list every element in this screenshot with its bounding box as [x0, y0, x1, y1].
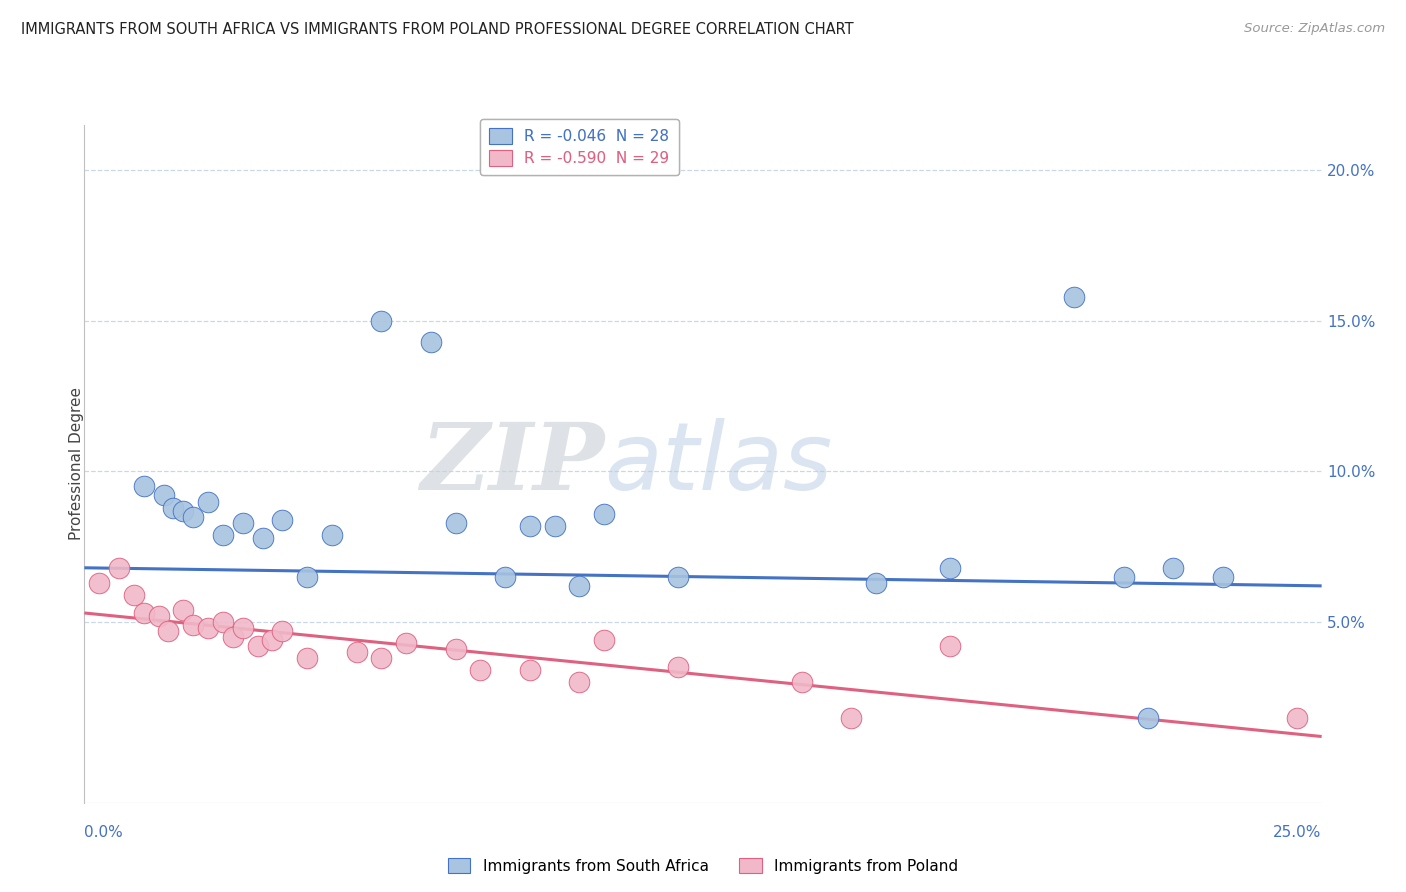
- Point: [395, 636, 418, 650]
- Point: [543, 518, 565, 533]
- Point: [132, 606, 155, 620]
- Point: [271, 512, 294, 526]
- Point: [939, 639, 962, 653]
- Point: [162, 500, 184, 515]
- Point: [172, 503, 194, 517]
- Text: 0.0%: 0.0%: [84, 825, 124, 840]
- Text: ZIP: ZIP: [420, 419, 605, 508]
- Point: [108, 561, 131, 575]
- Point: [197, 621, 219, 635]
- Point: [666, 660, 689, 674]
- Point: [132, 479, 155, 493]
- Point: [271, 624, 294, 638]
- Point: [568, 675, 591, 690]
- Point: [157, 624, 180, 638]
- Point: [181, 618, 204, 632]
- Point: [1285, 711, 1308, 725]
- Point: [152, 488, 174, 502]
- Y-axis label: Professional Degree: Professional Degree: [69, 387, 83, 541]
- Point: [470, 663, 492, 677]
- Point: [370, 314, 392, 328]
- Point: [419, 334, 441, 349]
- Point: [1161, 561, 1184, 575]
- Point: [939, 561, 962, 575]
- Legend: Immigrants from South Africa, Immigrants from Poland: Immigrants from South Africa, Immigrants…: [441, 852, 965, 880]
- Point: [865, 575, 887, 590]
- Point: [232, 516, 254, 530]
- Point: [246, 639, 269, 653]
- Point: [181, 509, 204, 524]
- Text: IMMIGRANTS FROM SOUTH AFRICA VS IMMIGRANTS FROM POLAND PROFESSIONAL DEGREE CORRE: IMMIGRANTS FROM SOUTH AFRICA VS IMMIGRAN…: [21, 22, 853, 37]
- Point: [222, 630, 245, 644]
- Point: [295, 651, 318, 665]
- Point: [444, 516, 467, 530]
- Point: [519, 518, 541, 533]
- Point: [841, 711, 863, 725]
- Point: [252, 531, 274, 545]
- Point: [172, 603, 194, 617]
- Point: [148, 609, 170, 624]
- Text: 25.0%: 25.0%: [1274, 825, 1322, 840]
- Point: [197, 494, 219, 508]
- Text: atlas: atlas: [605, 418, 832, 509]
- Point: [370, 651, 392, 665]
- Point: [790, 675, 813, 690]
- Point: [568, 579, 591, 593]
- Point: [212, 615, 235, 629]
- Point: [1112, 570, 1135, 584]
- Point: [444, 642, 467, 657]
- Point: [262, 633, 284, 648]
- Point: [666, 570, 689, 584]
- Point: [519, 663, 541, 677]
- Point: [232, 621, 254, 635]
- Point: [321, 527, 343, 541]
- Point: [494, 570, 516, 584]
- Text: Source: ZipAtlas.com: Source: ZipAtlas.com: [1244, 22, 1385, 36]
- Point: [1212, 570, 1234, 584]
- Point: [593, 633, 616, 648]
- Point: [89, 575, 111, 590]
- Point: [1137, 711, 1160, 725]
- Point: [1063, 290, 1085, 304]
- Point: [295, 570, 318, 584]
- Point: [212, 527, 235, 541]
- Point: [346, 645, 368, 659]
- Point: [593, 507, 616, 521]
- Point: [122, 588, 145, 602]
- Legend: R = -0.046  N = 28, R = -0.590  N = 29: R = -0.046 N = 28, R = -0.590 N = 29: [479, 119, 679, 176]
